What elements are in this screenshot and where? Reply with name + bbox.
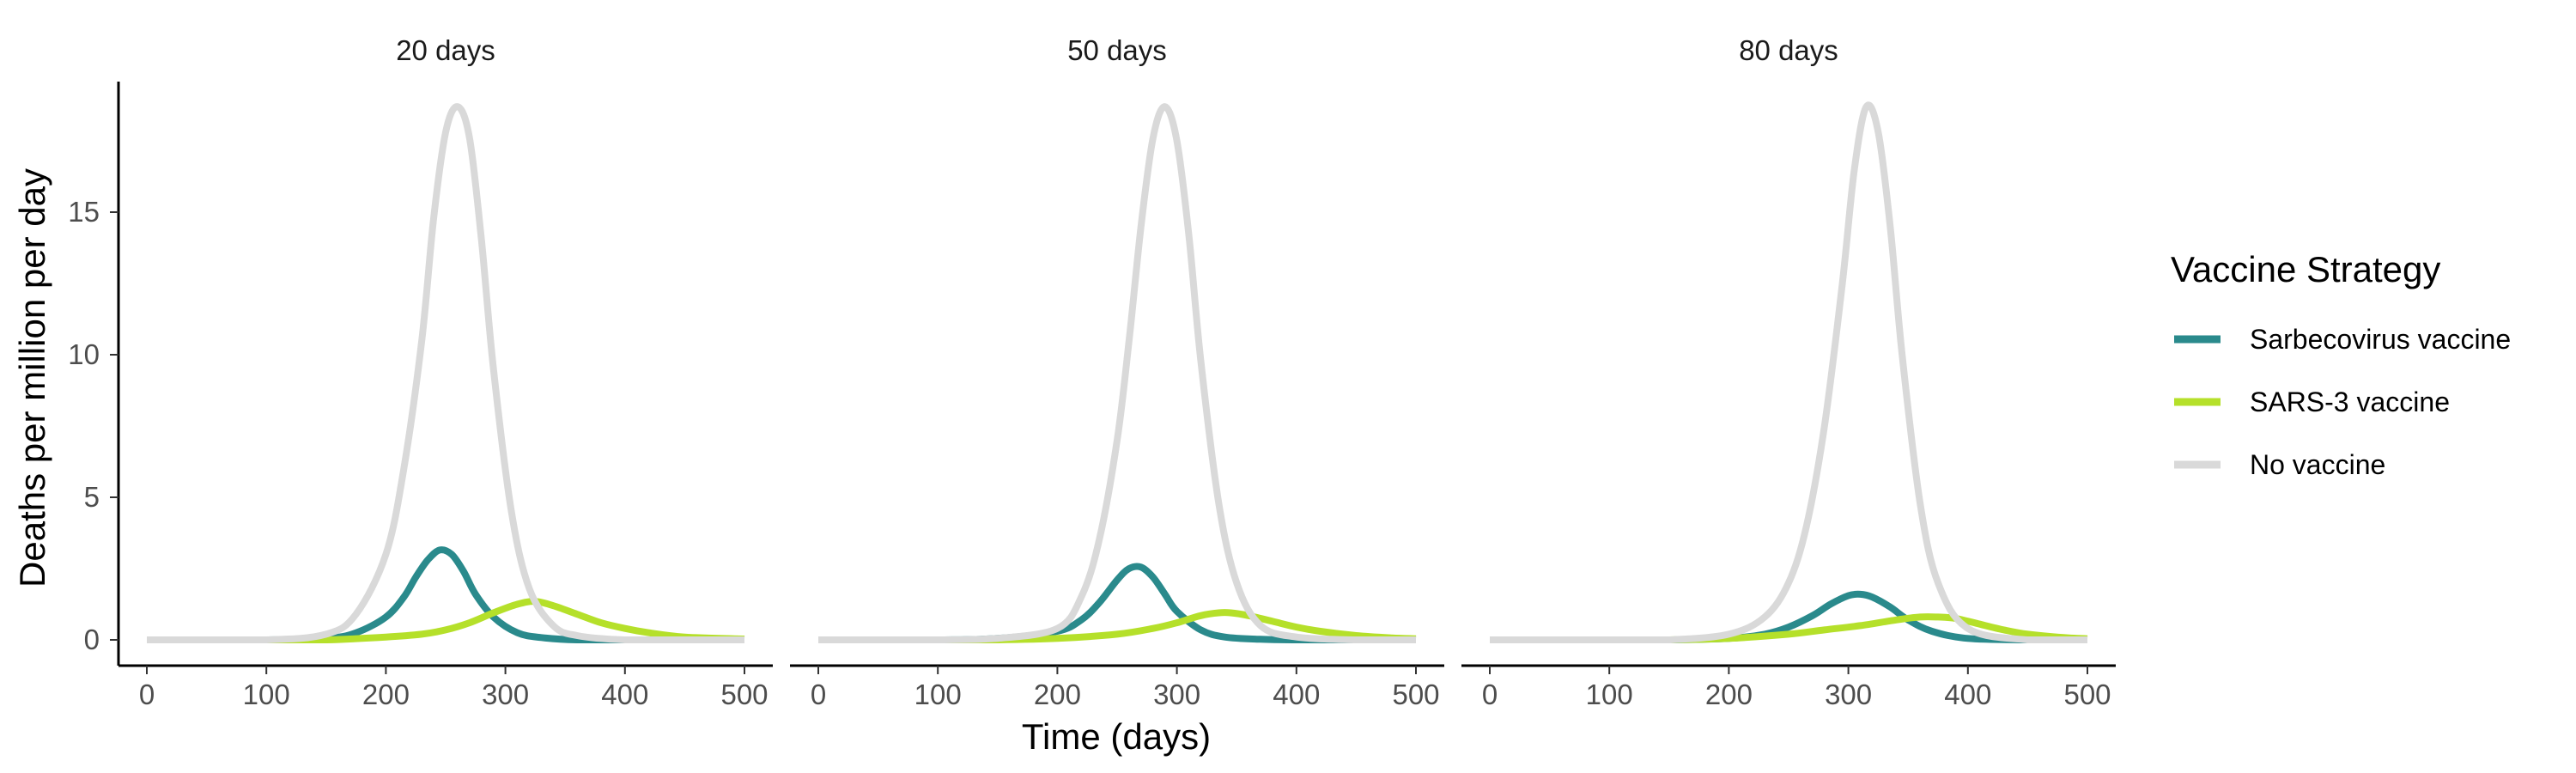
panel-title: 50 days xyxy=(1067,34,1167,66)
x-axis-title: Time (days) xyxy=(1022,716,1211,757)
y-tick-label: 10 xyxy=(68,338,100,370)
x-tick-label: 0 xyxy=(1482,679,1498,710)
x-tick-label: 0 xyxy=(811,679,826,710)
x-tick-label: 200 xyxy=(362,679,410,710)
panel-2: 50 days 0 100 200 300 400 500 xyxy=(790,34,1444,710)
x-tick-label: 400 xyxy=(601,679,648,710)
x-tick-label: 0 xyxy=(139,679,155,710)
legend: Vaccine Strategy Sarbecovirus vaccine SAR… xyxy=(2171,249,2511,480)
legend-items: Sarbecovirus vaccine SARS-3 vaccine No vac… xyxy=(2174,324,2511,480)
facet-panels: 20 days 0 100 200 300 400 500 0 5 10 15 50 days 0 100… xyxy=(68,34,2116,710)
y-axis-title: Deaths per million per day xyxy=(12,168,52,587)
y-tick-label: 5 xyxy=(84,481,100,513)
series-line-sars-3-vaccine xyxy=(147,598,745,644)
legend-item: SARS-3 vaccine xyxy=(2174,386,2450,417)
legend-item: Sarbecovirus vaccine xyxy=(2174,324,2511,355)
y-tick-label: 15 xyxy=(68,196,100,228)
series-line-no-vaccine xyxy=(818,103,1416,644)
x-tick-label: 300 xyxy=(482,679,529,710)
x-tick-label: 100 xyxy=(914,679,962,710)
legend-label: SARS-3 vaccine xyxy=(2250,386,2450,417)
x-tick-label: 200 xyxy=(1705,679,1753,710)
series-line-no-vaccine xyxy=(1490,101,2087,644)
series-line-sarbecovirus-vaccine xyxy=(147,546,744,644)
panel-title: 20 days xyxy=(396,34,495,66)
legend-title: Vaccine Strategy xyxy=(2171,249,2440,289)
series-line-no-vaccine xyxy=(147,103,744,644)
x-tick-label: 500 xyxy=(2063,679,2111,710)
x-tick-label: 500 xyxy=(1392,679,1439,710)
legend-label: No vaccine xyxy=(2250,449,2385,480)
panel-3: 80 days 0 100 200 300 400 500 xyxy=(1461,34,2116,710)
panel-title: 80 days xyxy=(1739,34,1838,66)
y-tick-label: 0 xyxy=(84,624,100,655)
legend-label: Sarbecovirus vaccine xyxy=(2250,324,2511,355)
x-tick-label: 500 xyxy=(720,679,768,710)
x-tick-label: 400 xyxy=(1273,679,1320,710)
panel-1: 20 days 0 100 200 300 400 500 0 5 10 15 xyxy=(68,34,773,710)
x-tick-label: 300 xyxy=(1825,679,1872,710)
legend-item: No vaccine xyxy=(2174,449,2385,480)
x-tick-label: 200 xyxy=(1034,679,1081,710)
x-tick-label: 300 xyxy=(1153,679,1200,710)
x-tick-label: 100 xyxy=(1586,679,1633,710)
x-tick-label: 100 xyxy=(243,679,290,710)
x-tick-label: 400 xyxy=(1944,679,1991,710)
